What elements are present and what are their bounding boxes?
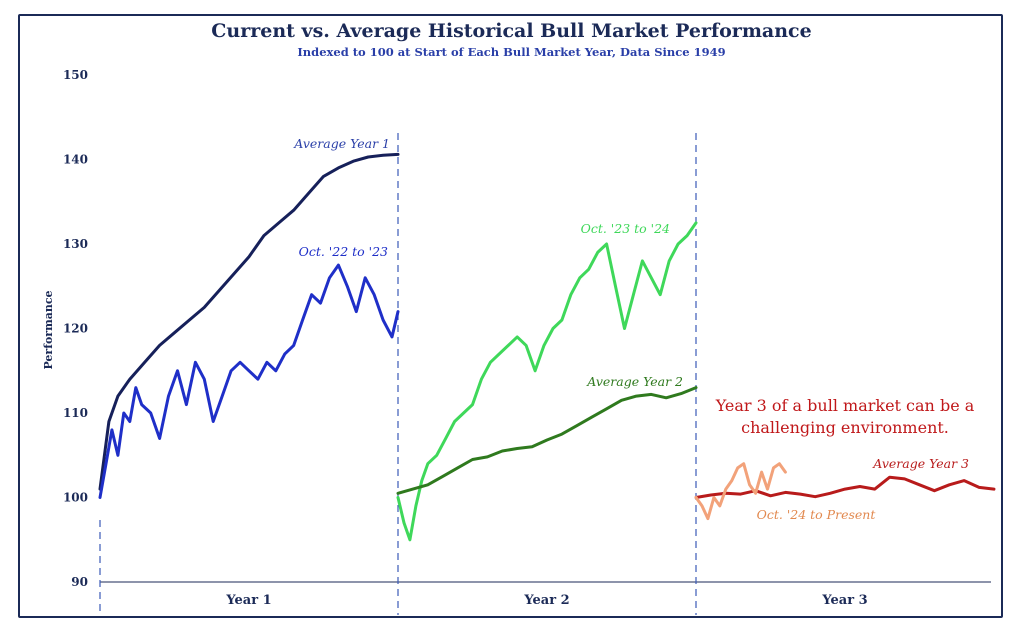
y-tick-120: 120 [63,322,88,336]
series-line-oct-23-to-24 [396,221,698,542]
label-oct-23-to-24: Oct. '23 to '24 [581,221,670,236]
y-tick-110: 110 [63,406,88,420]
y-tick-100: 100 [63,491,88,505]
year-label-3: Year 3 [821,593,867,608]
label-average-year-2: Average Year 2 [586,374,683,389]
chart-frame [18,14,1003,618]
year-label-2: Year 2 [523,593,569,608]
label-average-year-1: Average Year 1 [293,136,390,151]
y-tick-90: 90 [71,575,88,589]
callout-line-1: Year 3 of a bull market can be a [715,396,975,415]
y-tick-130: 130 [63,237,88,251]
y-axis-label: Performance [42,290,55,369]
y-axis-ticks: 90 100 110 120 130 140 150 [63,68,88,589]
series-line-oct-22-to-23 [98,263,400,499]
label-average-year-3: Average Year 3 [872,456,969,471]
chart-title: Current vs. Average Historical Bull Mark… [211,20,812,42]
year-label-1: Year 1 [225,593,271,608]
series-lines [98,152,996,542]
chart-subtitle: Indexed to 100 at Start of Each Bull Mar… [297,45,726,59]
callout-line-2: challenging environment. [741,418,949,437]
series-line-oct-24-to-present [694,462,787,521]
label-oct-22-to-23: Oct. '22 to '23 [299,244,388,259]
series-line-average-year-3 [694,475,996,499]
series-line-average-year-2 [396,386,698,495]
y-tick-150: 150 [63,68,88,82]
label-oct-24-to-present: Oct. '24 to Present [757,507,877,522]
y-tick-140: 140 [63,153,88,167]
series-line-average-year-1 [98,152,400,491]
